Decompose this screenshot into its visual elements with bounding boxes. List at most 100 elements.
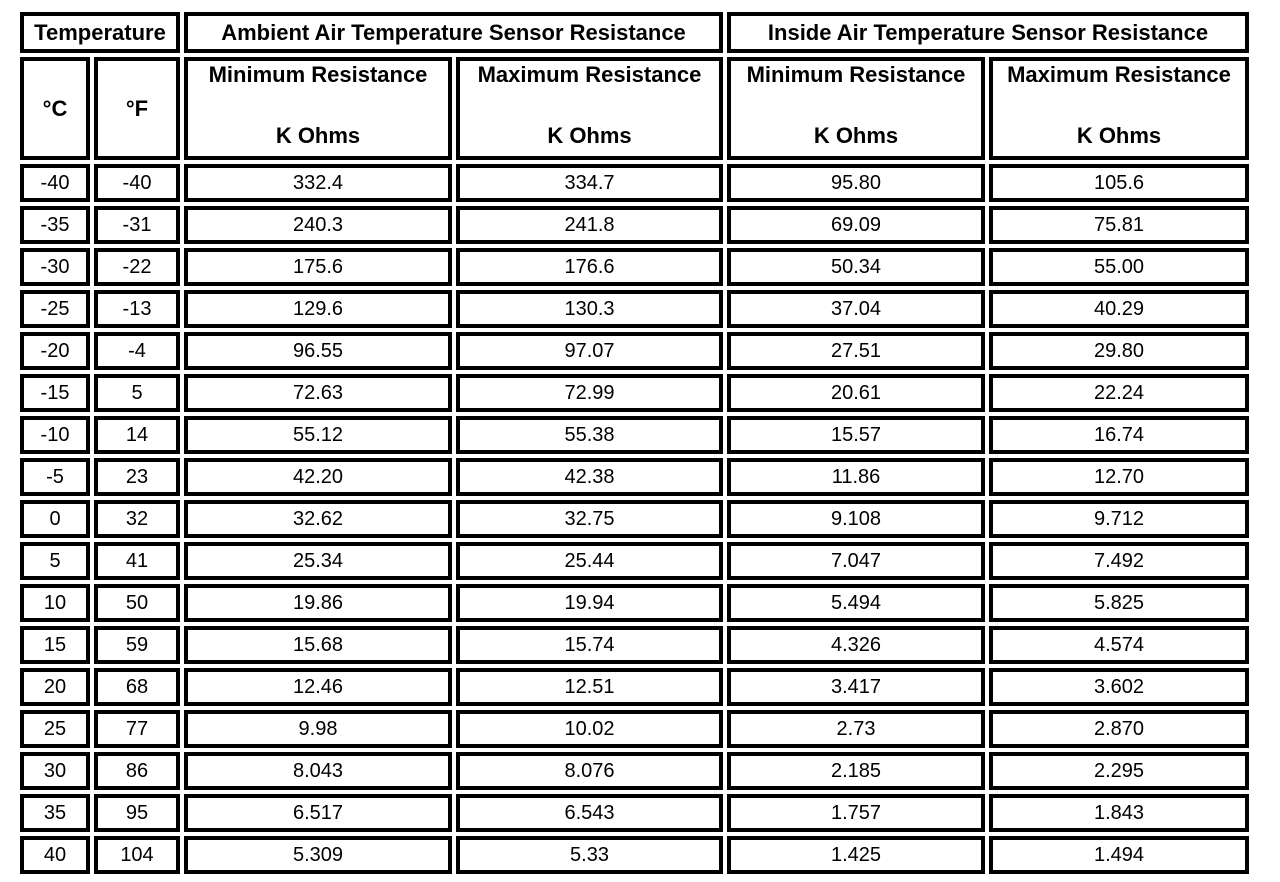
subheader-ambient-min-unit: K Ohms <box>275 123 361 148</box>
cell-temp-fahrenheit: -13 <box>94 290 180 328</box>
cell-ambient-max-resistance: 241.8 <box>456 206 723 244</box>
cell-ambient-max-resistance: 334.7 <box>456 164 723 202</box>
cell-temp-celsius: 15 <box>20 626 90 664</box>
table-row: 30 86 8.043 8.076 2.185 2.295 <box>20 752 1249 790</box>
header-temperature: Temperature <box>20 12 180 53</box>
cell-temp-fahrenheit: -31 <box>94 206 180 244</box>
cell-inside-max-resistance: 9.712 <box>989 500 1249 538</box>
cell-temp-celsius: 5 <box>20 542 90 580</box>
cell-ambient-min-resistance: 72.63 <box>184 374 452 412</box>
cell-inside-max-resistance: 22.24 <box>989 374 1249 412</box>
cell-ambient-min-resistance: 332.4 <box>184 164 452 202</box>
cell-ambient-min-resistance: 12.46 <box>184 668 452 706</box>
cell-temp-celsius: 35 <box>20 794 90 832</box>
cell-temp-fahrenheit: -22 <box>94 248 180 286</box>
cell-temp-fahrenheit: 68 <box>94 668 180 706</box>
cell-ambient-min-resistance: 175.6 <box>184 248 452 286</box>
cell-temp-fahrenheit: 32 <box>94 500 180 538</box>
cell-temp-fahrenheit: 23 <box>94 458 180 496</box>
cell-ambient-min-resistance: 96.55 <box>184 332 452 370</box>
cell-ambient-max-resistance: 32.75 <box>456 500 723 538</box>
cell-ambient-min-resistance: 9.98 <box>184 710 452 748</box>
cell-ambient-min-resistance: 6.517 <box>184 794 452 832</box>
cell-inside-max-resistance: 75.81 <box>989 206 1249 244</box>
cell-ambient-max-resistance: 5.33 <box>456 836 723 874</box>
cell-inside-min-resistance: 27.51 <box>727 332 985 370</box>
subheader-inside-max-unit: K Ohms <box>1076 123 1162 148</box>
cell-temp-celsius: -5 <box>20 458 90 496</box>
cell-inside-min-resistance: 4.326 <box>727 626 985 664</box>
cell-ambient-min-resistance: 129.6 <box>184 290 452 328</box>
table-row: 20 68 12.46 12.51 3.417 3.602 <box>20 668 1249 706</box>
cell-inside-min-resistance: 15.57 <box>727 416 985 454</box>
cell-temp-celsius: -35 <box>20 206 90 244</box>
cell-ambient-min-resistance: 15.68 <box>184 626 452 664</box>
header-ambient-sensor: Ambient Air Temperature Sensor Resistanc… <box>184 12 723 53</box>
cell-temp-celsius: 10 <box>20 584 90 622</box>
table-row: 0 32 32.62 32.75 9.108 9.712 <box>20 500 1249 538</box>
cell-ambient-max-resistance: 97.07 <box>456 332 723 370</box>
header-group-row: Temperature Ambient Air Temperature Sens… <box>20 12 1249 53</box>
cell-inside-min-resistance: 9.108 <box>727 500 985 538</box>
cell-inside-max-resistance: 12.70 <box>989 458 1249 496</box>
cell-temp-fahrenheit: -4 <box>94 332 180 370</box>
table-row: -5 23 42.20 42.38 11.86 12.70 <box>20 458 1249 496</box>
subheader-ambient-min-title: Minimum Resistance <box>208 62 428 87</box>
cell-temp-fahrenheit: 41 <box>94 542 180 580</box>
table-row: -30 -22 175.6 176.6 50.34 55.00 <box>20 248 1249 286</box>
subheader-inside-max: Maximum Resistance K Ohms <box>989 57 1249 160</box>
table-row: 25 77 9.98 10.02 2.73 2.870 <box>20 710 1249 748</box>
cell-inside-max-resistance: 5.825 <box>989 584 1249 622</box>
cell-inside-min-resistance: 2.185 <box>727 752 985 790</box>
cell-ambient-min-resistance: 55.12 <box>184 416 452 454</box>
cell-ambient-min-resistance: 240.3 <box>184 206 452 244</box>
cell-ambient-max-resistance: 15.74 <box>456 626 723 664</box>
subheader-ambient-max: Maximum Resistance K Ohms <box>456 57 723 160</box>
subheader-ambient-min: Minimum Resistance K Ohms <box>184 57 452 160</box>
cell-inside-max-resistance: 1.494 <box>989 836 1249 874</box>
cell-inside-max-resistance: 7.492 <box>989 542 1249 580</box>
table-row: 5 41 25.34 25.44 7.047 7.492 <box>20 542 1249 580</box>
cell-ambient-max-resistance: 176.6 <box>456 248 723 286</box>
cell-inside-min-resistance: 20.61 <box>727 374 985 412</box>
cell-inside-min-resistance: 69.09 <box>727 206 985 244</box>
subheader-ambient-max-title: Maximum Resistance <box>477 62 702 87</box>
cell-temp-celsius: -10 <box>20 416 90 454</box>
cell-inside-max-resistance: 16.74 <box>989 416 1249 454</box>
cell-inside-min-resistance: 5.494 <box>727 584 985 622</box>
cell-ambient-max-resistance: 72.99 <box>456 374 723 412</box>
cell-inside-min-resistance: 37.04 <box>727 290 985 328</box>
table-row: 10 50 19.86 19.94 5.494 5.825 <box>20 584 1249 622</box>
cell-ambient-min-resistance: 25.34 <box>184 542 452 580</box>
cell-ambient-max-resistance: 6.543 <box>456 794 723 832</box>
cell-ambient-max-resistance: 19.94 <box>456 584 723 622</box>
cell-ambient-min-resistance: 8.043 <box>184 752 452 790</box>
table-row: -15 5 72.63 72.99 20.61 22.24 <box>20 374 1249 412</box>
cell-ambient-max-resistance: 42.38 <box>456 458 723 496</box>
cell-temp-fahrenheit: 95 <box>94 794 180 832</box>
cell-temp-celsius: 20 <box>20 668 90 706</box>
cell-inside-max-resistance: 40.29 <box>989 290 1249 328</box>
cell-inside-max-resistance: 55.00 <box>989 248 1249 286</box>
table-row: -40 -40 332.4 334.7 95.80 105.6 <box>20 164 1249 202</box>
cell-inside-max-resistance: 2.870 <box>989 710 1249 748</box>
cell-inside-max-resistance: 2.295 <box>989 752 1249 790</box>
table-row: 35 95 6.517 6.543 1.757 1.843 <box>20 794 1249 832</box>
table-body: -40 -40 332.4 334.7 95.80 105.6 -35 -31 240.3 241… <box>20 164 1249 874</box>
table-row: -20 -4 96.55 97.07 27.51 29.80 <box>20 332 1249 370</box>
cell-temp-celsius: 40 <box>20 836 90 874</box>
cell-ambient-min-resistance: 42.20 <box>184 458 452 496</box>
cell-inside-min-resistance: 1.757 <box>727 794 985 832</box>
cell-temp-fahrenheit: 104 <box>94 836 180 874</box>
cell-ambient-max-resistance: 12.51 <box>456 668 723 706</box>
subheader-inside-min-title: Minimum Resistance <box>746 62 966 87</box>
cell-ambient-max-resistance: 130.3 <box>456 290 723 328</box>
cell-temp-celsius: 30 <box>20 752 90 790</box>
sensor-resistance-table: Temperature Ambient Air Temperature Sens… <box>16 8 1253 878</box>
cell-ambient-max-resistance: 8.076 <box>456 752 723 790</box>
cell-ambient-max-resistance: 25.44 <box>456 542 723 580</box>
subheader-inside-min-unit: K Ohms <box>813 123 899 148</box>
cell-temp-celsius: -40 <box>20 164 90 202</box>
table-row: -10 14 55.12 55.38 15.57 16.74 <box>20 416 1249 454</box>
subheader-fahrenheit: °F <box>94 57 180 160</box>
